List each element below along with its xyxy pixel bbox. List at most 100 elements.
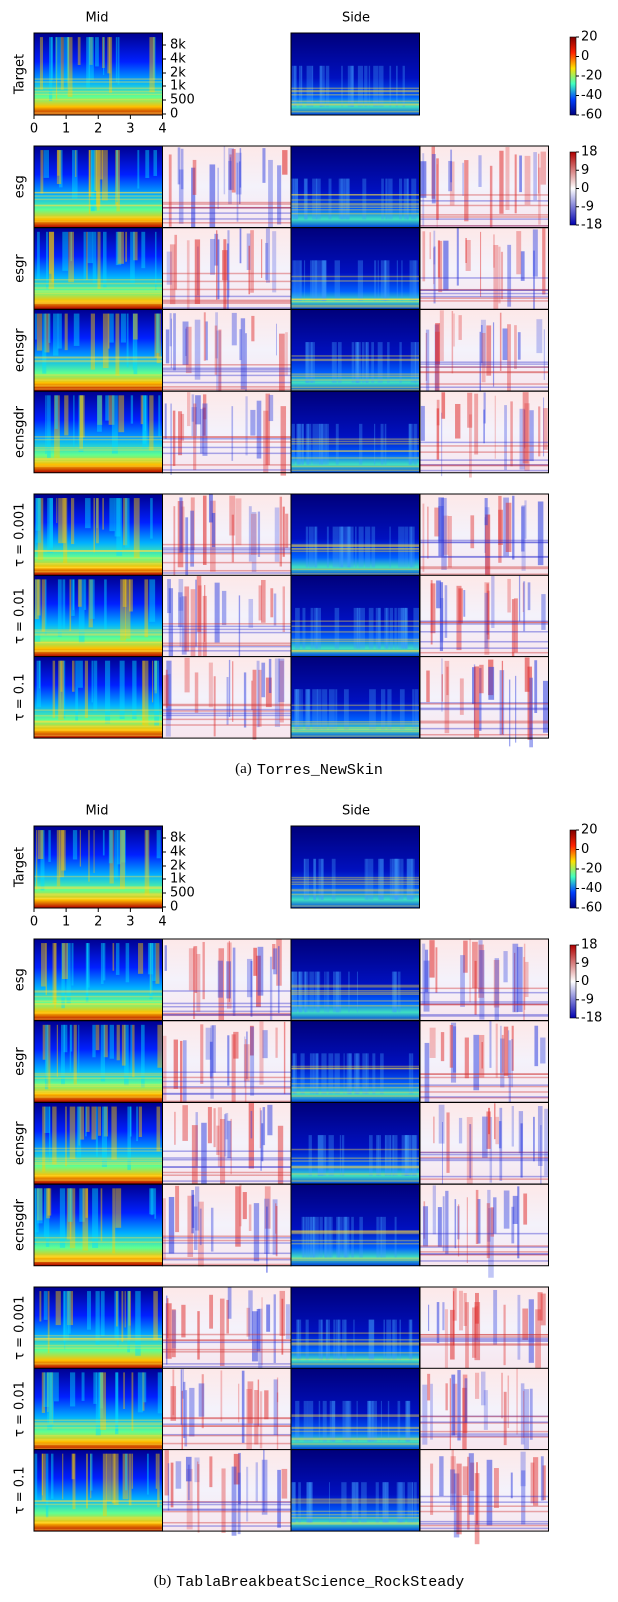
band	[34, 1256, 163, 1258]
stripe	[49, 37, 53, 101]
stripe	[377, 342, 383, 383]
band	[291, 443, 420, 445]
image-background	[420, 939, 549, 1021]
stripe	[438, 1104, 445, 1144]
band	[420, 218, 549, 220]
stripe	[115, 943, 120, 975]
band	[420, 556, 549, 558]
stripe	[332, 526, 339, 568]
stripe	[305, 689, 309, 730]
band	[162, 1014, 291, 1017]
stripe	[322, 689, 328, 730]
stripe	[491, 575, 495, 629]
band	[34, 1150, 163, 1152]
stripe	[384, 607, 389, 649]
band	[291, 373, 420, 375]
stripe	[275, 323, 277, 356]
band	[420, 464, 549, 466]
band	[162, 1005, 291, 1008]
stripe	[484, 582, 490, 655]
band	[420, 1091, 549, 1093]
band	[291, 1510, 420, 1513]
band	[420, 366, 549, 368]
stripe	[357, 260, 364, 302]
stripe	[116, 150, 120, 212]
image-frame	[419, 390, 549, 474]
colorbar-tick-label: -18	[581, 1011, 602, 1026]
stripe	[411, 178, 417, 220]
stripe	[438, 497, 444, 557]
stripe	[331, 858, 336, 900]
band	[420, 620, 549, 622]
stripe	[534, 660, 538, 713]
stripe	[387, 1400, 390, 1442]
stripe	[172, 1369, 175, 1416]
band	[162, 464, 291, 466]
side-spectrogram	[290, 32, 420, 116]
stripe	[412, 1482, 414, 1523]
band	[162, 708, 291, 711]
band	[162, 712, 291, 715]
stripe	[211, 512, 216, 548]
band	[162, 201, 291, 204]
stripe	[451, 1374, 456, 1436]
band	[291, 888, 420, 891]
side-spectrogram	[290, 656, 420, 739]
stripe	[223, 146, 226, 195]
stripe	[440, 598, 444, 642]
stripe	[109, 37, 113, 93]
colorbar-tick-label: 0	[581, 842, 589, 857]
stripe	[365, 342, 368, 383]
stripe	[116, 1291, 118, 1327]
band	[162, 1258, 291, 1261]
stripe	[275, 1205, 278, 1257]
stripe	[405, 1400, 409, 1442]
stripe	[41, 943, 46, 987]
stripe	[72, 830, 78, 860]
stripe	[510, 1472, 513, 1499]
stripe	[168, 154, 172, 227]
stripe	[207, 1106, 212, 1144]
diff-spectrogram	[419, 390, 549, 478]
band	[420, 1333, 549, 1336]
band	[34, 1096, 163, 1098]
band	[34, 1092, 163, 1095]
stripe	[355, 526, 357, 568]
stripe	[229, 157, 232, 190]
stripe	[274, 507, 280, 562]
row-label: esg	[13, 175, 28, 198]
stripe	[120, 313, 126, 343]
stripe	[441, 674, 443, 702]
band	[34, 300, 163, 303]
band	[291, 298, 420, 301]
stripe	[91, 660, 94, 703]
band	[420, 1085, 549, 1088]
stripe	[125, 231, 128, 262]
stripe	[191, 1125, 198, 1195]
stripe	[67, 1291, 74, 1326]
colorbar-tick-label: 18	[581, 938, 598, 953]
stripe	[342, 1216, 348, 1258]
stripe	[63, 1024, 68, 1053]
band	[291, 545, 420, 547]
stripe	[141, 660, 145, 725]
stripe	[121, 1024, 126, 1066]
stripe	[304, 178, 308, 220]
stripe	[191, 394, 195, 422]
stripe	[80, 395, 85, 438]
stripe	[411, 858, 415, 900]
stripe	[413, 423, 416, 465]
stripe	[194, 1457, 200, 1483]
stripe	[126, 313, 129, 368]
stripe	[367, 858, 374, 900]
stripe	[203, 312, 206, 361]
colorbar-tick-label: 20	[581, 823, 598, 838]
stripe	[457, 1204, 460, 1257]
band	[291, 298, 420, 300]
stripe	[36, 313, 43, 351]
stripe	[165, 669, 168, 708]
stripe	[319, 423, 324, 465]
stripe	[155, 943, 160, 984]
stripe	[71, 1453, 75, 1480]
band	[34, 1000, 163, 1002]
